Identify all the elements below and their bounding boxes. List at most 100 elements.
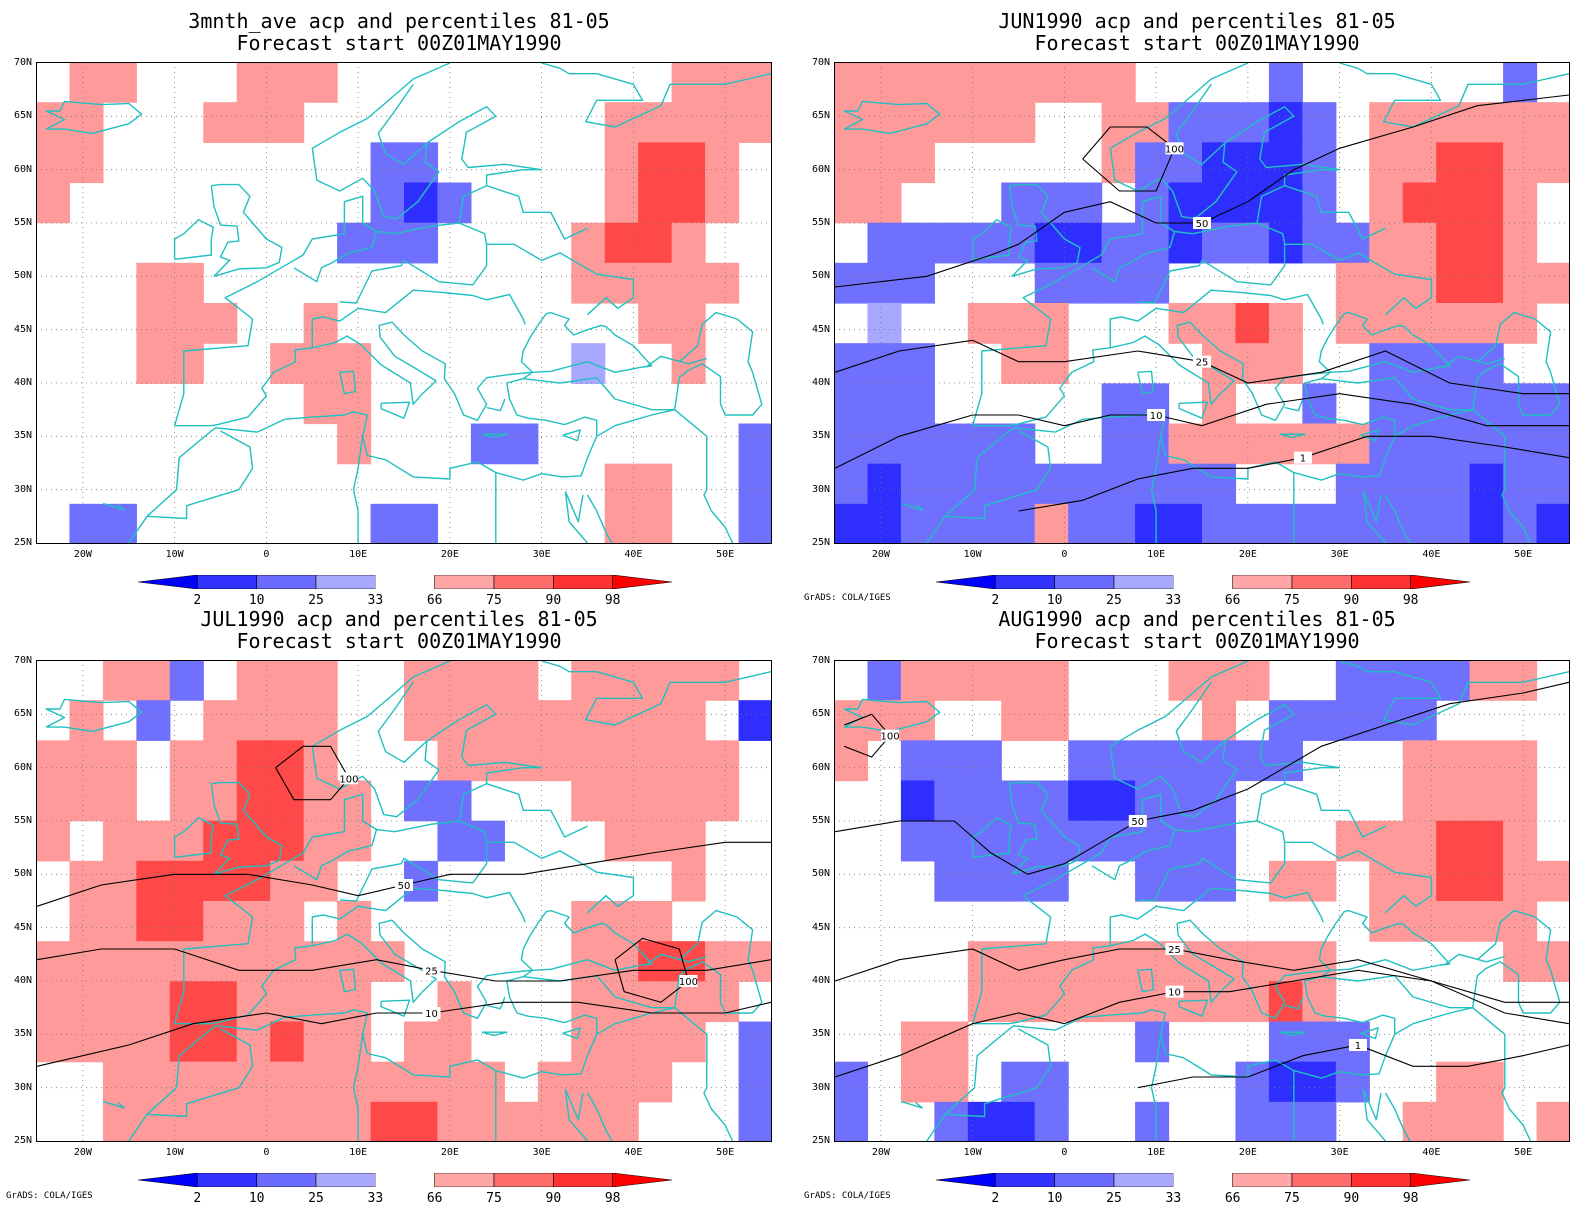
colorbar-label: 25	[308, 1191, 324, 1206]
percentile-cell	[1536, 142, 1570, 184]
percentile-cell	[1536, 262, 1570, 304]
lat-tick-label: 25N	[13, 1135, 32, 1146]
contour-label: 1	[1300, 454, 1306, 465]
percentile-cell	[1436, 142, 1471, 184]
lat-tick-label: 35N	[13, 430, 32, 442]
lon-tick-label: 30E	[1330, 1147, 1349, 1158]
contour-label: 25	[1196, 358, 1209, 369]
colorbar-label: 2	[193, 1191, 202, 1206]
percentile-cell	[69, 1021, 104, 1063]
percentile-cell	[867, 222, 902, 264]
percentile-cell	[867, 383, 902, 425]
percentile-cell	[102, 660, 137, 701]
contour-label: 100	[1165, 144, 1184, 155]
percentile-cell	[169, 780, 204, 822]
percentile-cell	[1436, 820, 1471, 862]
percentile-cell	[604, 463, 639, 505]
percentile-cell	[69, 780, 104, 822]
percentile-cell	[738, 463, 772, 505]
lat-tick-label: 25N	[811, 1135, 830, 1146]
lon-tick-label: 10W	[963, 549, 982, 560]
percentile-cell	[738, 1021, 772, 1063]
percentile-cell	[738, 423, 772, 465]
percentile-cell	[1034, 660, 1069, 701]
percentile-cell	[1436, 740, 1471, 782]
percentile-cell	[270, 102, 305, 143]
percentile-cell	[1302, 1101, 1337, 1142]
coastline	[523, 909, 763, 1014]
coastline	[1109, 887, 1324, 946]
colorbar-segment	[375, 575, 435, 589]
lat-tick-label: 30N	[13, 1081, 32, 1093]
percentile-cell	[1101, 740, 1136, 782]
percentile-cell	[404, 222, 439, 264]
percentile-cell	[1101, 423, 1136, 465]
lat-tick-label: 55N	[811, 217, 830, 228]
percentile-cell	[169, 1061, 204, 1103]
percentile-cell	[604, 222, 639, 264]
percentile-cell	[203, 780, 238, 822]
lat-tick-label: 50N	[13, 868, 32, 880]
percentile-cell	[900, 1021, 935, 1063]
percentile-cell	[437, 1021, 472, 1063]
map-area	[36, 62, 772, 544]
coastline	[174, 311, 653, 427]
coastline	[1091, 829, 1176, 881]
map-svg: 50 100 25 10 100	[36, 660, 772, 1142]
percentile-cell	[1235, 1101, 1270, 1142]
percentile-cell	[1034, 303, 1069, 344]
coastline	[486, 996, 506, 1010]
lat-tick-label: 45N	[13, 323, 32, 335]
percentile-cell	[1235, 102, 1270, 143]
percentile-cell	[236, 740, 271, 782]
colorbar-label: 98	[1402, 593, 1419, 608]
percentile-cell	[571, 981, 606, 1023]
percentile-cell	[1469, 463, 1504, 505]
colorbar-segment	[1291, 575, 1352, 589]
percentile-cell	[1001, 343, 1036, 384]
percentile-cell	[1235, 740, 1270, 782]
percentile-cell	[236, 62, 271, 103]
percentile-cell	[1469, 142, 1504, 184]
percentile-cell	[169, 981, 204, 1023]
percentile-cell	[504, 740, 539, 782]
colorbar-label: 90	[1343, 1191, 1360, 1206]
colorbar	[138, 1173, 672, 1187]
percentile-cell	[571, 343, 606, 384]
percentile-cell	[370, 222, 405, 264]
coastline	[1339, 660, 1570, 726]
lon-tick-label: 0	[1061, 1147, 1068, 1158]
percentile-cell	[1503, 423, 1538, 465]
lat-tick-label: 35N	[13, 1028, 32, 1040]
percentile-cell	[1068, 740, 1103, 782]
lon-tick-label: 10W	[165, 1147, 184, 1158]
contour-label: 50	[1131, 817, 1144, 828]
colorbar-segment	[375, 1173, 435, 1187]
percentile-cell	[1436, 780, 1471, 822]
coastline	[562, 1027, 581, 1040]
percentile-cell	[638, 901, 673, 942]
colorbar-label: 75	[486, 1191, 502, 1206]
percentile-cell	[1469, 1101, 1504, 1142]
coastline	[377, 681, 428, 763]
percentile-cell	[102, 941, 137, 982]
coastline	[102, 1100, 125, 1109]
percentile-cell	[203, 102, 238, 143]
percentile-cell	[1369, 503, 1404, 544]
percentile-cell	[36, 981, 71, 1023]
percentile-cell	[303, 740, 338, 782]
percentile-cell	[1001, 303, 1036, 344]
coastline	[1394, 409, 1532, 544]
lon-tick-label: 10E	[1147, 549, 1166, 560]
colorbar-segment	[493, 575, 554, 589]
percentile-cell	[1503, 463, 1538, 505]
colorbar-label: 98	[604, 1191, 621, 1206]
percentile-cell	[1001, 503, 1036, 544]
colorbar-label: 75	[486, 593, 502, 608]
grads-credit: GrADS: COLA/IGES	[804, 1191, 891, 1201]
percentile-cell	[1436, 860, 1471, 902]
percentile-cell	[1068, 62, 1103, 103]
panel-subtitle: Forecast start 00Z01MAY1990	[1034, 629, 1360, 653]
coastline	[945, 430, 1052, 520]
percentile-cell	[1369, 463, 1404, 505]
